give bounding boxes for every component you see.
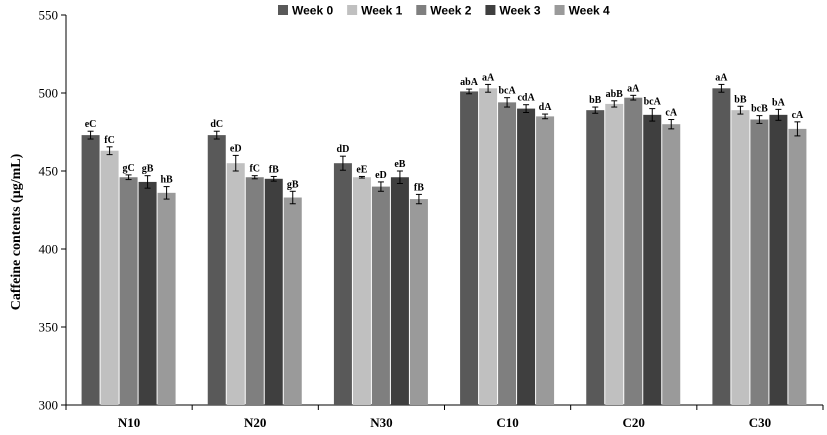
bar [536, 116, 555, 406]
data-label: aA [627, 83, 640, 94]
data-label: eD [375, 170, 387, 181]
data-label: gB [142, 164, 154, 175]
x-tick-label: N30 [370, 415, 392, 430]
legend: Week 0 Week 1 Week 2 Week 3 Week 4 [278, 4, 610, 18]
data-label: abA [460, 77, 479, 88]
data-label: dC [210, 119, 223, 130]
bar [283, 197, 302, 405]
x-tick-label: C10 [496, 415, 518, 430]
bar [207, 135, 226, 405]
bar [371, 186, 390, 405]
bar [712, 88, 731, 405]
bar [460, 91, 479, 405]
bar [119, 177, 138, 405]
legend-swatch [554, 5, 565, 15]
data-label: eD [230, 143, 242, 154]
legend-entry: Week 4 [569, 4, 610, 18]
y-tick-label: 550 [39, 8, 59, 23]
legend-entry: Week 0 [292, 4, 333, 18]
bar [643, 114, 662, 405]
x-tick-label: C20 [623, 415, 645, 430]
y-axis-label: Caffeine contents (µg/mL) [9, 153, 24, 310]
bar [498, 102, 517, 406]
y-tick-label: 450 [39, 164, 59, 179]
data-label: fB [269, 164, 279, 175]
legend-swatch [485, 5, 496, 15]
bar [586, 110, 605, 405]
data-label: gC [122, 163, 134, 174]
bar [333, 163, 352, 405]
legend-entry: Week 3 [499, 4, 540, 18]
bar [624, 97, 643, 406]
legend-swatch [278, 5, 288, 15]
y-tick-label: 350 [39, 320, 59, 335]
data-label: cA [792, 110, 804, 121]
data-label: fC [249, 164, 260, 175]
x-tick-label: C30 [749, 415, 771, 430]
data-label: bA [772, 97, 786, 108]
y-tick-label: 400 [39, 242, 59, 257]
legend-entry: Week 1 [361, 4, 402, 18]
data-label: dD [337, 144, 350, 155]
data-label: eE [356, 164, 367, 175]
data-label: bcA [498, 86, 516, 97]
bar [517, 108, 536, 405]
axes: 300 350 400 450 500 550 N10 N20 N30 C10 C20 C30 [39, 8, 824, 430]
bar [769, 114, 788, 405]
data-label: aA [715, 72, 728, 83]
data-label: cA [665, 108, 677, 119]
x-tick-label: N10 [118, 415, 140, 430]
data-label: bB [589, 95, 602, 106]
data-label: abB [606, 89, 624, 100]
data-label: fB [414, 182, 424, 193]
data-label: aA [482, 72, 495, 83]
data-label: gB [287, 179, 299, 190]
bar [264, 178, 283, 405]
data-label: bB [734, 94, 747, 105]
bar [750, 119, 769, 406]
data-label: eC [85, 119, 97, 130]
bar [409, 199, 428, 405]
bar [788, 128, 807, 405]
legend-entry: Week 2 [430, 4, 471, 18]
legend-swatch [347, 5, 358, 15]
x-tick-label: N20 [244, 415, 266, 430]
bar [390, 177, 409, 405]
bar [157, 192, 176, 405]
y-tick-label: 500 [39, 86, 59, 101]
bar [605, 103, 624, 406]
bar [81, 135, 100, 405]
data-label: cdA [517, 93, 535, 104]
bar [479, 88, 498, 405]
data-label: dA [539, 102, 553, 113]
data-label: bcB [751, 104, 768, 115]
bar [138, 181, 157, 405]
data-label: eB [394, 159, 405, 170]
data-label: hB [160, 175, 173, 186]
y-tick-label: 300 [39, 398, 59, 413]
bar [245, 177, 264, 405]
bar [100, 150, 119, 405]
legend-swatch [416, 5, 427, 15]
bar [731, 110, 750, 405]
data-label: fC [104, 135, 115, 146]
bar [226, 163, 245, 405]
bar [662, 124, 681, 405]
bar [352, 177, 371, 405]
data-label: bcA [644, 97, 662, 108]
